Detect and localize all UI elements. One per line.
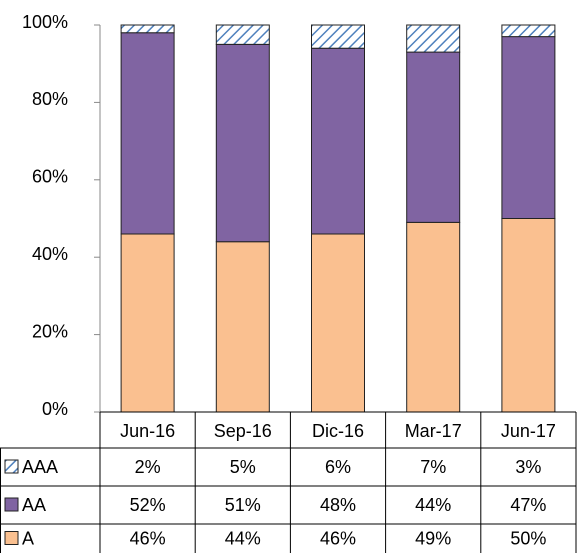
- legend-label: AAA: [22, 457, 58, 477]
- bar-segment: [501, 218, 556, 413]
- bar-segment: [215, 24, 270, 45]
- table-cell: 51%: [225, 495, 261, 515]
- y-tick-label: 100%: [22, 12, 68, 32]
- legend-swatch: [4, 531, 19, 545]
- bar-segment: [501, 24, 556, 38]
- y-tick-label: 40%: [32, 244, 68, 264]
- y-tick-label: 20%: [32, 321, 68, 341]
- bar-segment: [311, 47, 365, 235]
- bar-segment: [311, 233, 365, 413]
- table-header: Sep-16: [214, 421, 272, 441]
- table-header: Jun-17: [501, 421, 556, 441]
- y-tick-label: 80%: [32, 89, 68, 109]
- bar-segment: [215, 43, 270, 243]
- legend-label: AA: [22, 495, 46, 515]
- table-cell: 47%: [510, 495, 546, 515]
- table-header: Mar-17: [405, 421, 462, 441]
- y-tick-label: 60%: [32, 167, 68, 187]
- table-cell: 44%: [225, 528, 261, 548]
- table-cell: 3%: [515, 457, 541, 477]
- bar-segment: [120, 24, 175, 34]
- table-cell: 7%: [420, 457, 446, 477]
- table-cell: 44%: [415, 495, 451, 515]
- bar-segment: [120, 233, 175, 413]
- table-cell: 2%: [135, 457, 161, 477]
- y-tick-label: 0%: [42, 399, 68, 419]
- table-cell: 46%: [320, 528, 356, 548]
- table-cell: 6%: [325, 457, 351, 477]
- bar-segment: [311, 24, 365, 49]
- bar-segment: [406, 51, 461, 223]
- table-header: Dic-16: [312, 421, 364, 441]
- legend-swatch: [4, 459, 19, 474]
- table-cell: 50%: [510, 528, 546, 548]
- legend-swatch: [4, 497, 19, 512]
- bar-segment: [120, 32, 175, 235]
- table-cell: 5%: [230, 457, 256, 477]
- bar-segment: [501, 36, 556, 219]
- table-cell: 46%: [130, 528, 166, 548]
- table-cell: 49%: [415, 528, 451, 548]
- bar-segment: [215, 241, 270, 413]
- legend-label: A: [22, 528, 34, 548]
- bar-segment: [406, 221, 461, 413]
- bar-segment: [406, 24, 461, 53]
- table-header: Jun-16: [120, 421, 175, 441]
- table-cell: 52%: [130, 495, 166, 515]
- table-cell: 48%: [320, 495, 356, 515]
